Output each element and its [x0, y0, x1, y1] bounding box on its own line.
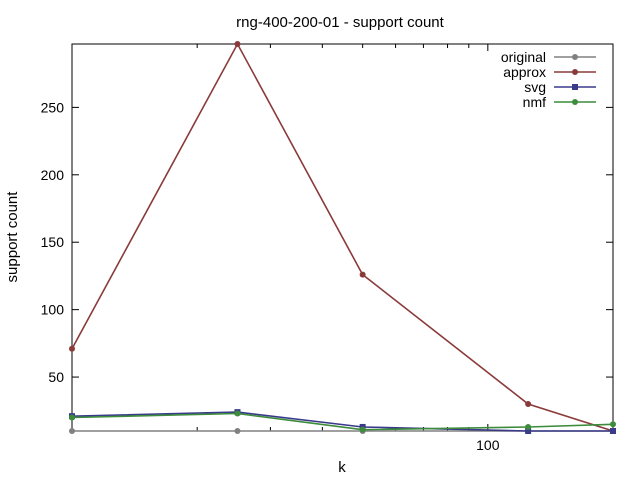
y-tick-label: 200 [41, 167, 65, 183]
legend-label-svg: svg [524, 79, 546, 95]
chart-title: rng-400-200-01 - support count [236, 14, 444, 31]
legend-marker-approx [572, 69, 578, 75]
x-tick-label: 100 [476, 437, 500, 453]
data-point-approx [234, 41, 241, 47]
y-tick-label: 150 [41, 234, 65, 250]
legend-marker-nmf [572, 99, 578, 105]
legend-marker-original [572, 54, 578, 60]
y-tick-label: 250 [41, 99, 65, 115]
series-nmf [69, 410, 616, 433]
legend-label-approx: approx [503, 64, 546, 80]
data-point-nmf [610, 421, 616, 428]
data-point-approx [69, 345, 75, 352]
data-point-approx [525, 401, 532, 408]
data-point-nmf [359, 426, 366, 433]
data-point-original [69, 428, 75, 434]
series-layer [69, 41, 616, 434]
y-axis-label: support count [4, 191, 21, 283]
y-tick-label: 100 [41, 302, 65, 318]
x-axis-label: k [338, 459, 346, 476]
data-point-nmf [525, 423, 532, 430]
series-line-nmf [71, 412, 614, 431]
y-tick-label: 50 [48, 369, 64, 385]
data-point-nmf [69, 414, 75, 421]
data-point-svg [525, 428, 532, 434]
data-point-nmf [234, 410, 241, 417]
legend-label-original: original [501, 49, 546, 65]
axis-ticks: 50 100 150 200 250 100 [41, 44, 614, 453]
data-point-approx [359, 271, 366, 278]
legend-label-nmf: nmf [523, 94, 546, 110]
legend-marker-svg [572, 84, 578, 90]
data-point-svg [610, 428, 616, 434]
data-point-original [234, 428, 241, 434]
